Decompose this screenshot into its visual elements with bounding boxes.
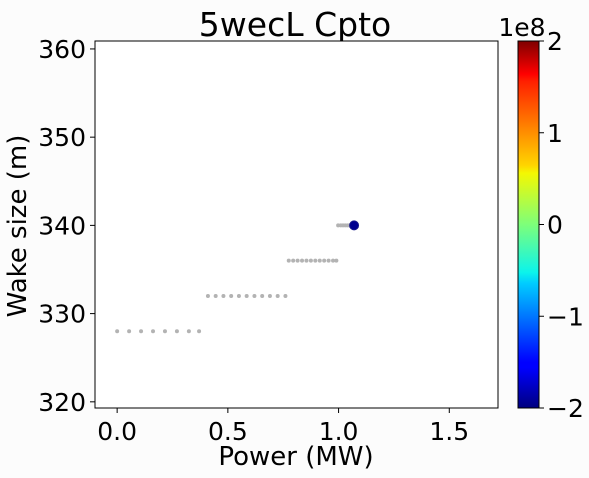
x-tick-label: 0.0 (97, 417, 137, 446)
data-point (275, 293, 280, 298)
colorbar-tick-label: 1 (547, 119, 563, 148)
data-point (115, 329, 120, 334)
colorbar-tick-label: −1 (547, 302, 584, 331)
data-point (313, 258, 318, 263)
y-tick-label: 340 (38, 211, 86, 240)
data-points (115, 220, 360, 334)
colorbar-ticks: −2 −1 0 1 2 (539, 27, 584, 423)
highlight-point (349, 220, 360, 231)
data-point (197, 329, 202, 334)
data-point (186, 329, 191, 334)
data-point (151, 329, 156, 334)
data-point (322, 258, 327, 263)
data-point (236, 293, 241, 298)
colorbar-tick-label: 2 (547, 27, 563, 56)
data-point (260, 293, 265, 298)
data-point (334, 258, 339, 263)
data-point (317, 258, 322, 263)
data-point (229, 293, 234, 298)
data-point (283, 293, 288, 298)
data-point (291, 258, 296, 263)
x-tick-label: 1.5 (429, 417, 469, 446)
y-tick-label: 330 (38, 300, 86, 329)
data-point (300, 258, 305, 263)
data-point (162, 329, 167, 334)
x-tick-label: 1.0 (319, 417, 359, 446)
colorbar (517, 40, 540, 409)
data-point (221, 293, 226, 298)
chart-title: 5wecL Cpto (199, 5, 391, 44)
x-axis-ticks: 0.0 0.5 1.0 1.5 (97, 408, 469, 446)
y-axis-ticks: 320 330 340 350 360 (38, 35, 95, 417)
plot-area (94, 40, 499, 409)
data-point (295, 258, 300, 263)
colorbar-tick-label: 0 (547, 211, 563, 240)
data-point (127, 329, 132, 334)
data-point (267, 293, 272, 298)
x-axis-label: Power (MW) (218, 442, 373, 472)
y-tick-label: 350 (38, 123, 86, 152)
data-point (205, 293, 210, 298)
data-point (326, 258, 331, 263)
colorbar-offset-label: 1e8 (498, 13, 545, 42)
x-tick-label: 0.5 (208, 417, 248, 446)
data-point (286, 258, 291, 263)
data-point (244, 293, 249, 298)
data-point (308, 258, 313, 263)
y-tick-label: 320 (38, 388, 86, 417)
data-point (304, 258, 309, 263)
y-axis-label: Wake size (m) (3, 135, 33, 318)
data-point (252, 293, 257, 298)
data-point (174, 329, 179, 334)
colorbar-tick-label: −2 (547, 394, 584, 423)
data-point (213, 293, 218, 298)
data-point (139, 329, 144, 334)
y-tick-label: 360 (38, 35, 86, 64)
data-point (331, 258, 336, 263)
